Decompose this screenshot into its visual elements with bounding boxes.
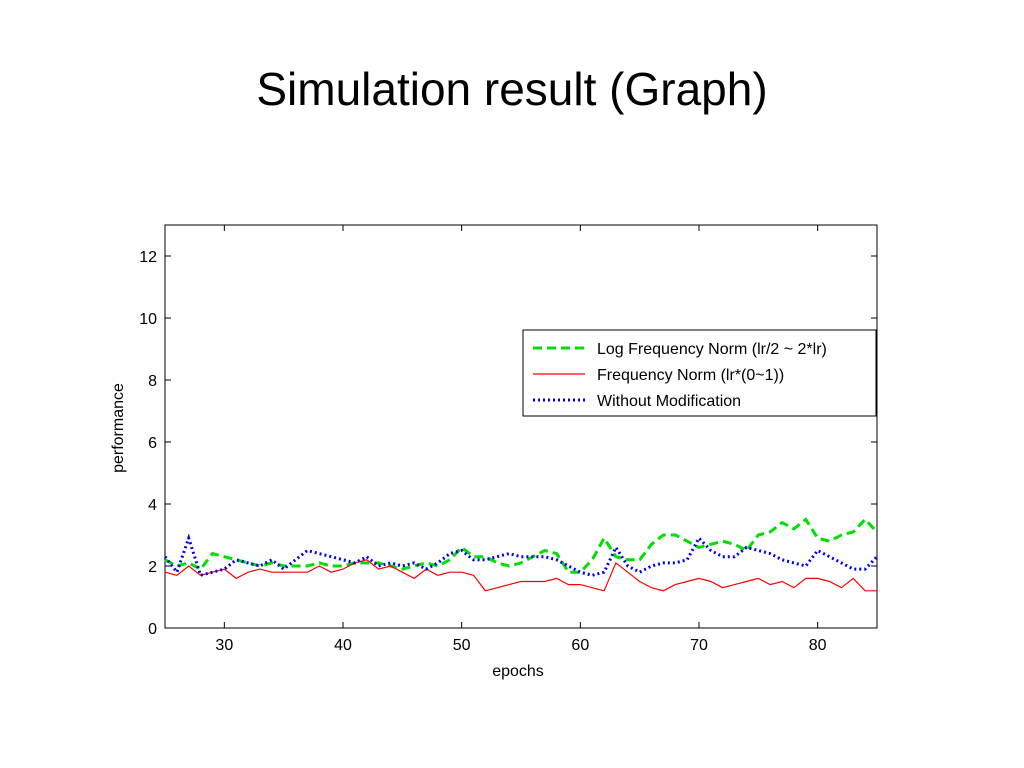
plot-area <box>164 224 878 629</box>
slide-title: Simulation result (Graph) <box>256 63 768 115</box>
legend-label: Frequency Norm (lr*(0~1)) <box>597 367 784 384</box>
x-tick-label: 40 <box>334 637 352 654</box>
y-tick-label: 2 <box>148 559 157 576</box>
legend-box <box>522 329 877 417</box>
plot-frame <box>164 224 878 629</box>
y-tick-label: 6 <box>148 435 157 452</box>
series-line-1 <box>164 517 879 574</box>
x-axis-ticks: 30 40 50 60 70 80 <box>215 225 827 654</box>
legend: Log Frequency Norm (lr/2 ~ 2*lr) Frequenc… <box>522 329 877 417</box>
y-tick-label: 4 <box>148 497 157 514</box>
x-tick-label: 30 <box>215 637 233 654</box>
x-tick-label: 80 <box>809 637 827 654</box>
y-axis-label: performance <box>110 383 127 473</box>
legend-label: Without Modification <box>597 393 741 410</box>
x-tick-label: 50 <box>453 637 471 654</box>
x-tick-label: 70 <box>690 637 708 654</box>
y-axis-ticks: 0 2 4 6 8 10 12 <box>139 249 877 638</box>
y-tick-label: 8 <box>148 373 157 390</box>
y-tick-label: 0 <box>148 621 157 638</box>
series-lines <box>163 517 879 592</box>
legend-label: Log Frequency Norm (lr/2 ~ 2*lr) <box>597 341 827 358</box>
y-tick-label: 12 <box>139 249 157 266</box>
y-tick-label: 10 <box>139 311 157 328</box>
x-tick-label: 60 <box>571 637 589 654</box>
x-axis-label: epochs <box>492 663 544 680</box>
series-line-2 <box>164 559 877 592</box>
